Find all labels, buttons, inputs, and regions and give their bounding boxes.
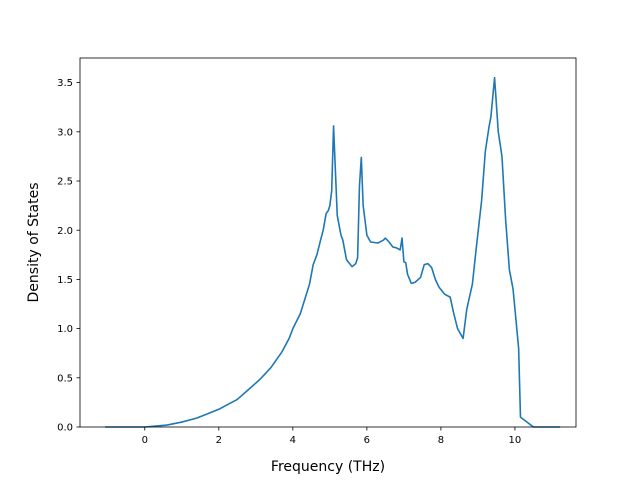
axes-frame — [79, 57, 577, 428]
y-tick-label: 2.0 — [57, 226, 73, 237]
y-axis-ticks: 0.0 0.5 1.0 1.5 2.0 2.5 3.0 3.5 — [57, 78, 80, 434]
x-tick-label: 10 — [509, 435, 522, 446]
y-tick-label: 3.5 — [57, 78, 73, 89]
x-tick-label: 0 — [142, 435, 148, 446]
plot-area — [105, 76, 561, 428]
y-axis-label: Density of States — [26, 183, 42, 303]
y-tick-label: 2.5 — [57, 177, 73, 188]
x-axis-ticks: 0 2 4 6 8 10 — [142, 427, 522, 446]
y-tick-label: 3.0 — [57, 127, 73, 138]
x-tick-label: 4 — [290, 435, 296, 446]
x-tick-label: 6 — [364, 435, 370, 446]
dos-series-line — [105, 76, 561, 428]
y-tick-label: 0.5 — [57, 373, 73, 384]
y-tick-label: 1.0 — [57, 324, 73, 335]
x-tick-label: 8 — [438, 435, 444, 446]
y-tick-label: 0.0 — [57, 423, 73, 434]
x-axis-label: Frequency (THz) — [271, 459, 385, 475]
x-tick-label: 2 — [216, 435, 222, 446]
y-tick-label: 1.5 — [57, 275, 73, 286]
